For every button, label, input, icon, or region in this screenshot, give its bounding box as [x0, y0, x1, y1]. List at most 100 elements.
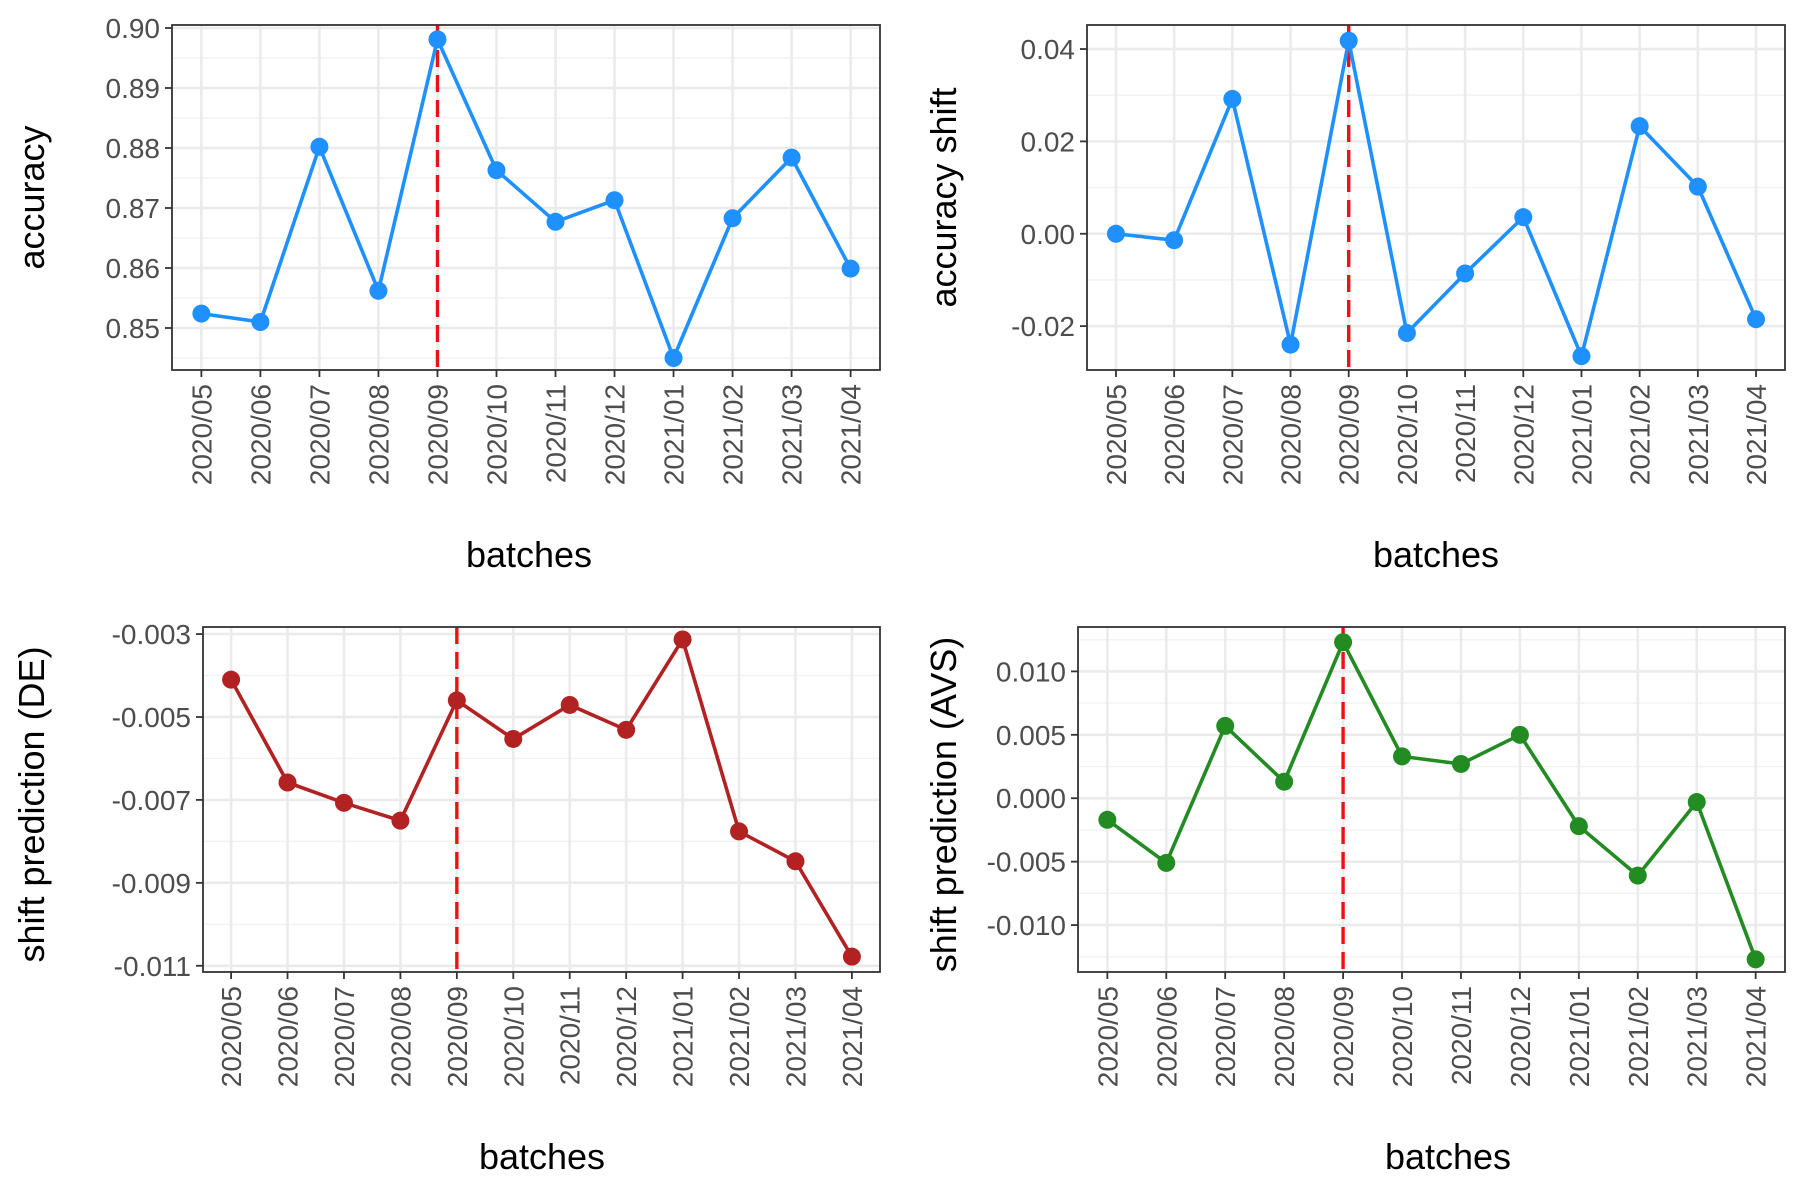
series-line — [229, 637, 854, 958]
x-tick-label: 2021/03 — [1682, 986, 1713, 1087]
x-tick-labels: 2020/05 2020/06 2020/07 2020/08 2020/09 … — [216, 986, 868, 1087]
data-point — [1572, 347, 1591, 366]
y-tick-label: -0.005 — [987, 847, 1066, 878]
data-point — [487, 161, 506, 180]
x-tick-label: 2021/01 — [1564, 986, 1595, 1087]
panel-background — [1087, 25, 1785, 370]
data-point — [334, 793, 353, 812]
data-point — [504, 729, 523, 748]
data-point — [1514, 208, 1533, 227]
x-tick-label: 2021/03 — [1683, 384, 1714, 485]
data-point — [369, 281, 388, 300]
data-point — [1746, 950, 1765, 969]
x-tick-label: 2020/06 — [1159, 384, 1190, 485]
y-tick-label: 0.90 — [106, 13, 161, 44]
panel-border — [171, 24, 881, 371]
x-tick-label: 2021/04 — [836, 384, 867, 485]
data-point — [730, 822, 749, 841]
x-tick-labels: 2020/05 2020/06 2020/07 2020/08 2020/09 … — [1101, 384, 1772, 485]
data-point — [1510, 725, 1529, 744]
data-point — [841, 259, 860, 278]
x-tick-label: 2021/02 — [724, 986, 755, 1087]
x-tick-label: 2020/06 — [245, 384, 276, 485]
data-point — [1687, 793, 1706, 812]
x-axis-label: batches — [479, 1136, 605, 1177]
data-point — [1628, 866, 1647, 885]
x-tick-label: 2020/08 — [385, 986, 416, 1087]
x-tick-label: 2020/09 — [1328, 986, 1359, 1087]
data-point — [1157, 853, 1176, 872]
panel-border — [1077, 626, 1786, 973]
data-point — [391, 811, 410, 830]
panel-accuracy: 0.85 0.86 0.87 0.88 0.89 0.90 2020/05 20… — [11, 13, 881, 575]
y-tick-label: 0.85 — [106, 313, 161, 344]
panel-shift-prediction-avs: -0.010 -0.005 0.000 0.005 0.010 2020/05 … — [923, 626, 1786, 1177]
y-axis-label: accuracy — [11, 125, 52, 269]
y-tick-label: -0.009 — [112, 868, 191, 899]
data-point — [1223, 89, 1242, 108]
data-point — [673, 630, 692, 649]
y-tick-label: -0.003 — [112, 619, 191, 650]
x-tick-labels: 2020/05 2020/06 2020/07 2020/08 2020/09 … — [1092, 986, 1771, 1087]
x-tick-label: 2021/02 — [1623, 986, 1654, 1087]
data-point — [447, 691, 466, 710]
y-tick-label: 0.02 — [1021, 126, 1076, 157]
data-point — [723, 209, 742, 228]
x-tick-label: 2020/09 — [1334, 384, 1365, 485]
x-tick-label: 2021/01 — [659, 384, 690, 485]
y-tick-label: 0.86 — [106, 253, 161, 284]
data-point — [1281, 335, 1300, 354]
x-tick-label: 2020/07 — [304, 384, 335, 485]
x-tick-label: 2020/05 — [216, 986, 247, 1087]
y-tick-label: -0.010 — [987, 910, 1066, 941]
plot-area — [1080, 24, 1786, 377]
y-tick-label: 0.000 — [996, 783, 1066, 814]
x-tick-label: 2020/07 — [1217, 384, 1248, 485]
data-point — [251, 313, 270, 331]
data-point — [1393, 747, 1412, 766]
y-tick-labels: -0.02 0.00 0.02 0.04 — [1011, 34, 1075, 342]
data-point — [1275, 772, 1294, 791]
y-tick-label: -0.007 — [112, 785, 191, 816]
x-tick-label: 2020/11 — [1446, 986, 1477, 1085]
y-axis-label: shift prediction (DE) — [11, 646, 52, 962]
x-tick-label: 2020/11 — [1450, 384, 1481, 483]
data-point — [1569, 817, 1588, 836]
panel-accuracy-shift: -0.02 0.00 0.02 0.04 2020/05 2020/06 202… — [923, 24, 1786, 575]
y-axis-label: accuracy shift — [923, 87, 964, 307]
series-line — [201, 37, 853, 360]
x-tick-label: 2021/04 — [1741, 986, 1772, 1087]
x-tick-label: 2020/08 — [1269, 986, 1300, 1087]
data-point — [1397, 324, 1416, 343]
y-tick-labels: -0.011 -0.009 -0.007 -0.005 -0.003 — [112, 619, 191, 982]
data-point — [1334, 633, 1353, 652]
x-tick-label: 2020/08 — [363, 384, 394, 485]
x-tick-label: 2020/10 — [498, 986, 529, 1087]
y-axis-label: shift prediction (AVS) — [923, 637, 964, 972]
y-tick-label: 0.87 — [106, 193, 161, 224]
y-tick-label: 0.04 — [1021, 34, 1076, 65]
panel-border — [1086, 24, 1786, 371]
y-tick-label: -0.005 — [112, 702, 191, 733]
plot-area — [196, 626, 881, 979]
data-point — [278, 773, 297, 792]
x-tick-label: 2021/02 — [1625, 384, 1656, 485]
series-line — [1115, 38, 1758, 358]
data-point — [546, 212, 565, 231]
y-tick-labels: 0.85 0.86 0.87 0.88 0.89 0.90 — [106, 13, 161, 344]
x-tick-label: 2020/08 — [1276, 384, 1307, 485]
x-tick-labels: 2020/05 2020/06 2020/07 2020/08 2020/09 … — [186, 384, 866, 485]
data-point — [1747, 310, 1766, 329]
data-point — [786, 852, 805, 871]
x-tick-label: 2020/05 — [1101, 384, 1132, 485]
y-tick-label: 0.88 — [106, 133, 161, 164]
plot-area — [1071, 626, 1786, 979]
panel-shift-prediction-de: -0.011 -0.009 -0.007 -0.005 -0.003 2020/… — [11, 619, 881, 1177]
data-point — [617, 720, 636, 739]
y-tick-label: -0.011 — [114, 951, 191, 982]
data-point — [842, 947, 861, 966]
data-point — [1688, 177, 1707, 196]
x-tick-label: 2020/05 — [1092, 986, 1123, 1087]
data-point — [1630, 117, 1649, 136]
